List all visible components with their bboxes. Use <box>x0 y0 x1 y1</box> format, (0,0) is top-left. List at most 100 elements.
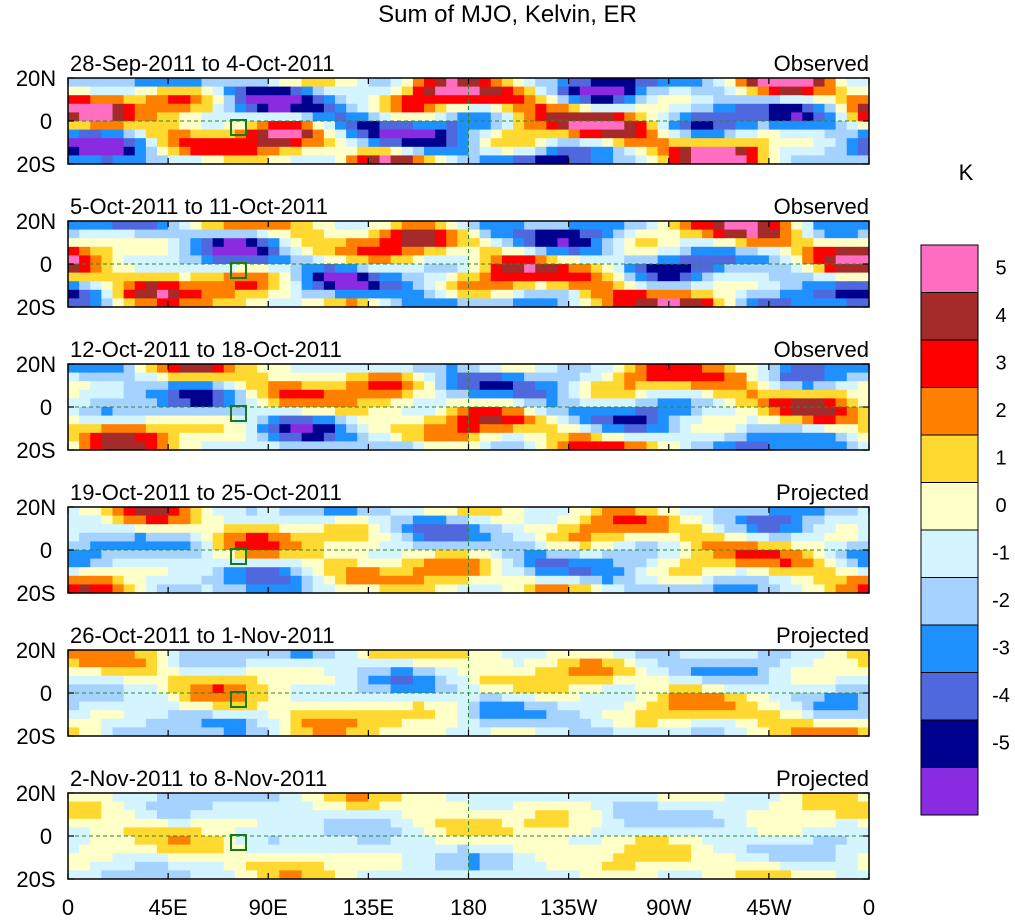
heatmap-cell <box>702 103 714 113</box>
heatmap-cell <box>691 129 703 139</box>
heatmap-cell <box>546 389 559 399</box>
heatmap-cell <box>479 532 492 542</box>
heatmap-cell <box>691 515 703 525</box>
heatmap-cell <box>145 441 158 450</box>
heatmap-cell <box>79 827 91 837</box>
heatmap-cell <box>835 684 848 694</box>
heatmap-cell <box>668 364 681 374</box>
heatmap-cell <box>112 507 125 517</box>
heatmap-cell <box>357 281 369 291</box>
heatmap-cell <box>757 121 770 131</box>
heatmap-cell <box>424 870 436 879</box>
heatmap-cell <box>857 289 869 299</box>
heatmap-cell <box>468 861 481 871</box>
heatmap-cell <box>323 801 336 811</box>
heatmap-cell <box>590 836 603 846</box>
heatmap-cell <box>713 129 725 139</box>
heatmap-cell <box>323 432 336 442</box>
heatmap-cell <box>513 281 525 291</box>
heatmap-cell <box>145 827 158 837</box>
heatmap-cell <box>290 289 303 299</box>
heatmap-cell <box>190 229 203 239</box>
heatmap-cell <box>257 281 269 291</box>
heatmap-cell <box>646 650 659 660</box>
heatmap-cell <box>134 272 147 282</box>
heatmap-cell <box>646 693 659 703</box>
heatmap-cell <box>212 441 225 450</box>
heatmap-cell <box>312 827 325 837</box>
heatmap-cell <box>780 827 792 837</box>
heatmap-cell <box>813 372 826 382</box>
heatmap-cell <box>602 532 614 542</box>
heatmap-cell <box>435 146 447 156</box>
heatmap-cell <box>668 801 681 811</box>
heatmap-cell <box>802 238 814 248</box>
heatmap-cell <box>157 550 169 560</box>
heatmap-cell <box>635 78 648 88</box>
heatmap-cell <box>335 793 347 803</box>
heatmap-cell <box>301 146 314 156</box>
heatmap-cell <box>546 650 559 660</box>
heatmap-cell <box>635 86 648 96</box>
heatmap-cell <box>101 684 114 694</box>
heatmap-cell <box>223 836 236 846</box>
heatmap-cell <box>257 398 269 408</box>
heatmap-cell <box>546 424 559 434</box>
heatmap-cell <box>379 810 392 820</box>
heatmap-cell <box>546 701 559 711</box>
heatmap-cell <box>168 289 180 299</box>
heatmap-cell <box>112 836 125 846</box>
heatmap-cell <box>746 650 759 660</box>
heatmap-cell <box>179 507 191 517</box>
panel-status: Observed <box>774 51 869 76</box>
heatmap-cell <box>624 861 636 871</box>
heatmap-cell <box>624 372 636 382</box>
heatmap-cell <box>824 289 837 299</box>
heatmap-cell <box>824 684 837 694</box>
heatmap-cell <box>179 793 191 803</box>
heatmap-cell <box>79 138 91 148</box>
heatmap-cell <box>546 567 559 577</box>
heatmap-cell <box>802 675 814 685</box>
heatmap-cell <box>346 246 358 256</box>
heatmap-cell <box>457 246 470 256</box>
heatmap-cell <box>257 372 269 382</box>
heatmap-cell <box>468 541 481 551</box>
heatmap-cell <box>134 584 147 593</box>
heatmap-cell <box>212 398 225 408</box>
heatmap-cell <box>535 146 547 156</box>
heatmap-cell <box>501 372 514 382</box>
heatmap-cell <box>679 718 692 728</box>
heatmap-cell <box>846 667 859 677</box>
heatmap-cell <box>290 238 303 248</box>
heatmap-cell <box>635 727 648 736</box>
heatmap-cell <box>346 424 358 434</box>
heatmap-cell <box>513 584 525 593</box>
heatmap-cell <box>268 558 280 568</box>
heatmap-cell <box>568 381 581 391</box>
heatmap-cell <box>457 541 470 551</box>
heatmap-cell <box>602 372 614 382</box>
heatmap-cell <box>168 667 180 677</box>
heatmap-cell <box>357 853 369 863</box>
heatmap-cell <box>379 221 392 231</box>
heatmap-cell <box>234 255 247 265</box>
heatmap-cell <box>212 238 225 248</box>
heatmap-cell <box>390 432 403 442</box>
heatmap-cell <box>535 684 547 694</box>
heatmap-cell <box>368 112 381 122</box>
heatmap-cell <box>857 389 869 399</box>
heatmap-cell <box>112 667 125 677</box>
heatmap-cell <box>157 675 169 685</box>
heatmap-cell <box>513 650 525 660</box>
heatmap-cell <box>791 693 803 703</box>
heatmap-cell <box>134 810 147 820</box>
heatmap-cell <box>824 818 837 828</box>
heatmap-cell <box>668 246 681 256</box>
heatmap-cell <box>412 389 425 399</box>
heatmap-cell <box>90 515 102 525</box>
heatmap-cell <box>435 155 447 164</box>
heatmap-cell <box>724 441 737 450</box>
heatmap-cell <box>424 575 436 585</box>
